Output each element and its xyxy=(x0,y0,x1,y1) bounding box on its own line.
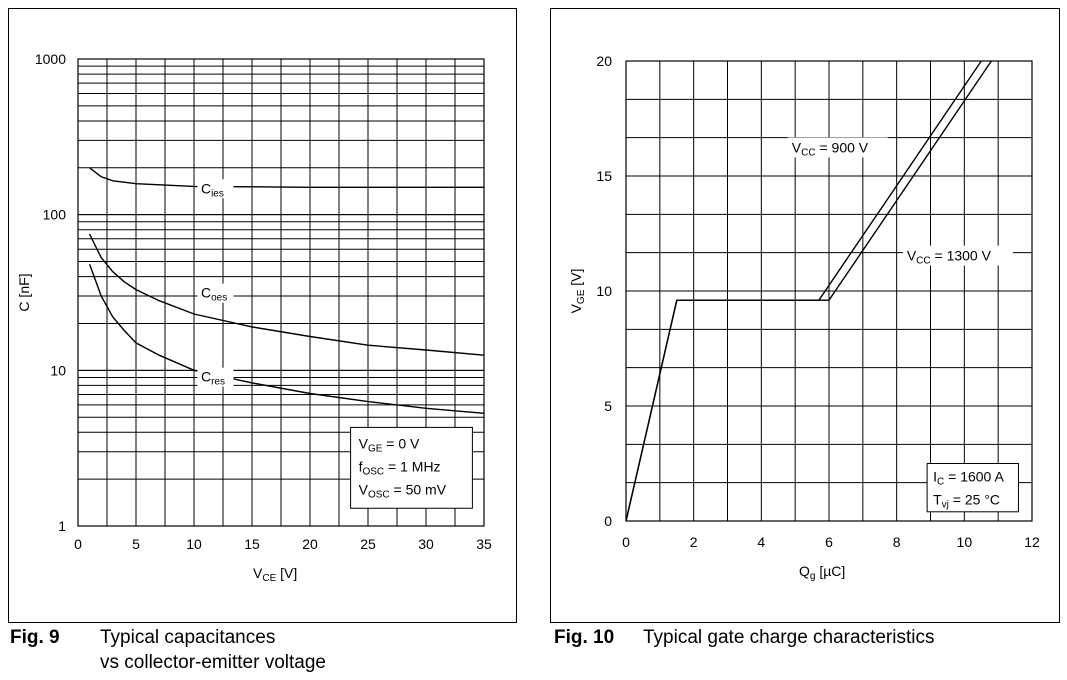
x-tick-label: 8 xyxy=(893,534,901,550)
capacitance-chart: 0 5 10 15 20 25 30 35 1 10 100 1000 VCE [V] C [nF] Cie… xyxy=(16,51,492,584)
series-coes-label: Coes xyxy=(201,285,227,304)
gate-charge-chart-panel: 0 2 4 6 8 10 12 0 5 10 15 20 Qg [µC] VGE [V] VCC = 900… xyxy=(550,8,1060,623)
series-cres-line xyxy=(88,264,485,414)
condition-text: Tvj = 25 °C xyxy=(933,492,1000,511)
series-cres-label: Cres xyxy=(201,369,225,388)
plot-frame xyxy=(625,60,1033,522)
series-label-bg xyxy=(197,367,234,387)
x-tick-label: 10 xyxy=(186,536,202,552)
series-vcc-1300-label: VCC = 1300 V xyxy=(907,248,992,267)
fig10-caption-number: Fig. 10 xyxy=(554,627,615,648)
x-tick-label: 4 xyxy=(757,534,765,550)
fig10-caption-line1: Typical gate charge characteristics xyxy=(643,627,935,648)
conditions-box xyxy=(350,426,473,509)
series-label-bg xyxy=(197,283,234,303)
y-tick-label: 15 xyxy=(596,168,612,184)
y-tick-label: 1000 xyxy=(35,51,66,67)
x-tick-label: 20 xyxy=(302,536,318,552)
condition-text: fOSC = 1 MHz xyxy=(359,458,441,477)
y-axis-label: C [nF] xyxy=(16,273,32,311)
series-label-bg xyxy=(902,245,1013,266)
series-vcc-900-label: VCC = 900 V xyxy=(792,140,869,159)
x-tick-label: 6 xyxy=(825,534,833,550)
condition-text: VGE = 0 V xyxy=(359,435,420,454)
series-label-bg xyxy=(787,137,888,158)
gate-charge-chart: 0 2 4 6 8 10 12 0 5 10 15 20 Qg [µC] VGE [V] VCC = 900… xyxy=(568,53,1040,582)
y-tick-label: 1 xyxy=(58,518,66,534)
plot-frame xyxy=(77,58,485,527)
y-tick-label: 10 xyxy=(50,362,66,378)
condition-text: IC = 1600 A xyxy=(933,469,1004,488)
capacitance-chart-panel: 0 5 10 15 20 25 30 35 1 10 100 1000 VCE [V] C [nF] Cie… xyxy=(8,8,517,623)
y-tick-label: 10 xyxy=(596,283,612,299)
x-axis-label: Qg [µC] xyxy=(799,563,845,582)
y-tick-label: 5 xyxy=(604,398,612,414)
series-coes-line xyxy=(88,233,485,356)
x-tick-label: 25 xyxy=(360,536,376,552)
x-tick-label: 2 xyxy=(690,534,698,550)
fig9-caption-number: Fig. 9 xyxy=(10,627,60,648)
x-tick-label: 35 xyxy=(476,536,492,552)
series-cies-label: Cies xyxy=(201,180,224,199)
y-tick-label: 100 xyxy=(43,207,67,223)
x-tick-label: 12 xyxy=(1024,534,1040,550)
y-tick-label: 20 xyxy=(596,53,612,69)
conditions-box xyxy=(926,463,1019,513)
fig9-caption-line1: Typical capacitances xyxy=(100,627,276,648)
fig9-caption: Fig. 9 Typical capacitances vs collector-… xyxy=(10,625,326,675)
fig10-caption: Fig. 10 Typical gate charge characteristi… xyxy=(554,625,934,650)
x-tick-label: 10 xyxy=(957,534,973,550)
x-tick-label: 0 xyxy=(74,536,82,552)
x-tick-label: 5 xyxy=(132,536,140,552)
series-vcc-1300-line xyxy=(625,60,992,522)
fig9-caption-line2: vs collector-emitter voltage xyxy=(100,652,326,673)
y-axis-label: VGE [V] xyxy=(568,269,587,314)
x-axis-label: VCE [V] xyxy=(253,565,297,584)
y-tick-label: 0 xyxy=(604,513,612,529)
series-cies-line xyxy=(89,167,484,189)
series-label-bg xyxy=(197,179,234,199)
condition-text: VOSC = 50 mV xyxy=(359,481,447,500)
x-tick-label: 15 xyxy=(244,536,260,552)
x-tick-label: 0 xyxy=(622,534,630,550)
x-tick-label: 30 xyxy=(418,536,434,552)
